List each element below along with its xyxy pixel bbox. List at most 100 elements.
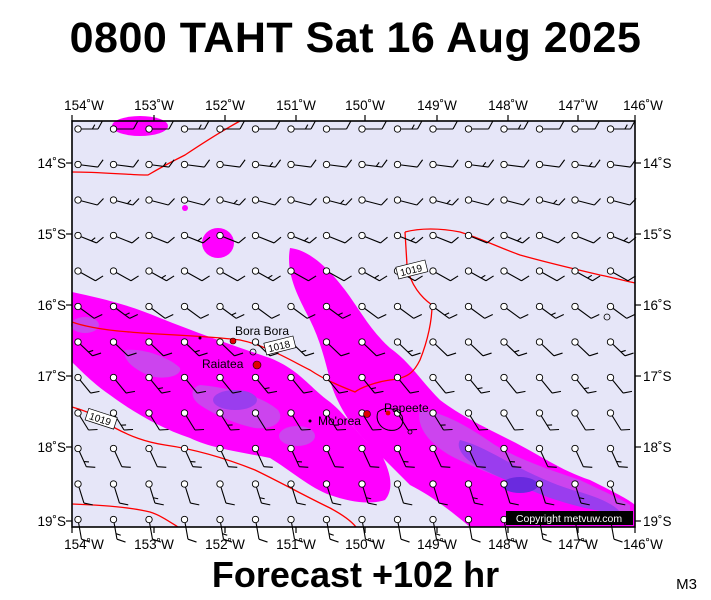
wind-barb-feather bbox=[166, 275, 175, 282]
wind-station-circle bbox=[216, 302, 224, 311]
wind-station-circle bbox=[358, 302, 366, 311]
wind-station-circle bbox=[571, 338, 579, 346]
wind-barb-feather bbox=[308, 275, 317, 282]
wind-station-circle bbox=[393, 196, 402, 204]
wind-station-circle bbox=[251, 160, 260, 169]
wind-barb-feather bbox=[474, 502, 484, 506]
wind-station-circle bbox=[606, 267, 615, 275]
wind-station-circle bbox=[216, 267, 224, 275]
lat-label-right: 19˚S bbox=[643, 514, 672, 529]
wind-station-circle bbox=[358, 338, 366, 346]
place-raiatea: Raiatea bbox=[202, 357, 244, 371]
wind-barb-half-feather bbox=[553, 199, 558, 204]
wind-station-circle bbox=[429, 444, 437, 453]
wind-station-circle bbox=[109, 231, 118, 240]
wind-station-circle bbox=[464, 196, 473, 204]
wind-barb-half-feather bbox=[374, 274, 380, 279]
wind-barb-feather bbox=[238, 198, 246, 206]
wind-barb-feather bbox=[616, 502, 626, 506]
wind-station-circle bbox=[216, 160, 224, 169]
wind-barb-half-feather bbox=[579, 497, 585, 500]
wind-station-circle bbox=[180, 231, 189, 240]
wind-barbs bbox=[74, 120, 637, 543]
wind-station-circle bbox=[287, 196, 295, 204]
wind-station-circle bbox=[74, 196, 82, 204]
wind-station-circle bbox=[251, 338, 260, 346]
wind-station-circle bbox=[358, 160, 366, 169]
wind-barb-half-feather bbox=[366, 497, 372, 500]
wind-barb-feather bbox=[438, 502, 448, 506]
wind-station-circle bbox=[74, 267, 82, 275]
wind-barb-feather bbox=[202, 236, 211, 244]
island-raiatea bbox=[252, 360, 262, 370]
wind-station-circle bbox=[500, 125, 508, 133]
lon-label-top: 148˚W bbox=[488, 98, 528, 113]
wind-barb-half-feather bbox=[304, 124, 309, 130]
wind-barb-feather bbox=[296, 502, 306, 506]
wind-station-circle bbox=[571, 196, 579, 204]
place-papeete: Papeete bbox=[384, 401, 429, 415]
wind-barb-feather bbox=[452, 120, 458, 130]
wind-barb-half-feather bbox=[233, 199, 238, 204]
wind-station-circle bbox=[429, 160, 437, 169]
wind-station-circle bbox=[500, 409, 508, 417]
lon-label-top: 152˚W bbox=[205, 98, 245, 113]
wind-barb-half-feather bbox=[583, 387, 590, 390]
wind-barb-feather bbox=[237, 275, 246, 282]
wind-barb-feather bbox=[416, 159, 424, 168]
wind-station-circle bbox=[464, 160, 473, 169]
wind-barb-half-feather bbox=[587, 274, 593, 279]
wind-barb-feather bbox=[415, 236, 424, 244]
wind-station-circle bbox=[535, 302, 544, 311]
rain-heavy-2 bbox=[213, 390, 257, 410]
wind-station-circle bbox=[180, 267, 189, 275]
wind-station-circle bbox=[429, 125, 437, 133]
wind-barb-feather bbox=[487, 198, 495, 206]
wind-barb-feather bbox=[523, 159, 530, 168]
wind-barb-half-feather bbox=[301, 349, 307, 353]
island-bora-bora bbox=[229, 337, 237, 345]
wind-barb-feather bbox=[203, 198, 211, 206]
wind-station-circle bbox=[606, 125, 615, 133]
wind-barb-feather bbox=[381, 120, 387, 130]
wind-barb-feather bbox=[578, 538, 588, 543]
wind-station-circle bbox=[251, 302, 260, 311]
wind-station-circle bbox=[464, 444, 473, 453]
lon-label-bottom: 147˚W bbox=[558, 537, 598, 552]
wind-station-circle bbox=[429, 196, 437, 204]
wind-station-circle bbox=[109, 302, 118, 311]
lon-label-bottom: 148˚W bbox=[488, 537, 528, 552]
wind-barb-feather bbox=[163, 352, 173, 357]
wind-barb-feather bbox=[556, 275, 565, 282]
wind-barb-feather bbox=[201, 275, 210, 282]
lon-label-bottom: 146˚W bbox=[623, 537, 663, 552]
lon-label-bottom: 151˚W bbox=[276, 537, 316, 552]
wind-barb-feather bbox=[613, 538, 623, 543]
wind-barb-half-feather bbox=[407, 349, 413, 353]
wind-barb-feather bbox=[593, 198, 601, 206]
wind-barb-feather bbox=[414, 275, 423, 282]
wind-station-circle bbox=[358, 196, 366, 204]
wind-station-circle bbox=[145, 267, 153, 275]
wind-station-circle bbox=[535, 267, 544, 275]
wind-barb-feather bbox=[294, 538, 304, 543]
wind-station-circle bbox=[606, 444, 615, 453]
wind-barb-half-feather bbox=[161, 274, 167, 279]
wind-barb-half-feather bbox=[370, 387, 377, 390]
wind-barb-feather bbox=[587, 390, 597, 394]
wind-station-circle bbox=[180, 373, 189, 382]
wind-barb-feather bbox=[305, 352, 315, 357]
wind-station-circle bbox=[322, 373, 331, 382]
lat-label-right: 17˚S bbox=[643, 369, 672, 384]
wind-barb-feather bbox=[594, 120, 600, 130]
wind-station-circle bbox=[464, 409, 473, 417]
wind-barb-half-feather bbox=[482, 161, 487, 167]
wind-station-circle bbox=[74, 338, 82, 346]
wind-station-circle bbox=[464, 480, 473, 488]
wind-station-circle bbox=[500, 480, 508, 488]
wind-barb-feather bbox=[345, 198, 353, 206]
wind-station-circle bbox=[74, 515, 82, 524]
wind-barb-half-feather bbox=[267, 274, 273, 279]
wind-barb-feather bbox=[377, 314, 387, 319]
